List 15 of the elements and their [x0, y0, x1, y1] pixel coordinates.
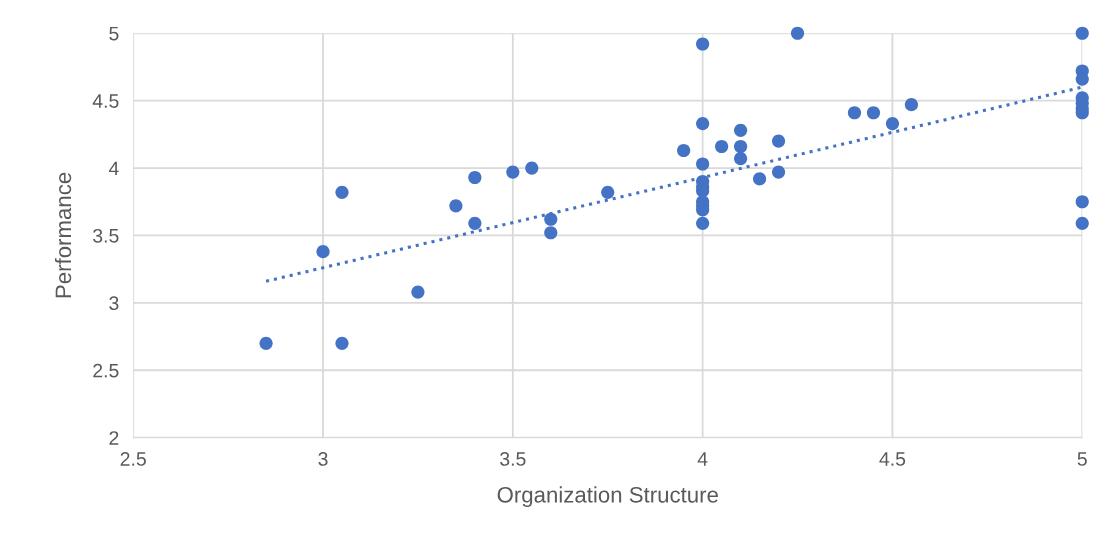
- x-tick-label: 5: [1077, 452, 1087, 466]
- x-tick-label: 4.5: [879, 452, 906, 466]
- y-tick-label: 4: [108, 161, 119, 176]
- x-tick-label: 3.5: [500, 452, 526, 466]
- x-tick-label: 2.5: [120, 452, 146, 466]
- y-tick-label: 3: [109, 296, 119, 311]
- y-tick-label: 2.5: [93, 363, 119, 378]
- y-axis-title: Performance: [54, 172, 72, 298]
- x-tick-label: 3: [318, 452, 328, 466]
- y-tick-label: 5: [109, 26, 119, 41]
- y-tick-label: 4.5: [92, 94, 119, 108]
- x-tick-label: 4: [697, 452, 708, 466]
- x-axis-title: Organization Structure: [497, 486, 718, 508]
- y-tick-label: 2: [109, 431, 119, 445]
- y-tick-label: 3.5: [93, 228, 119, 243]
